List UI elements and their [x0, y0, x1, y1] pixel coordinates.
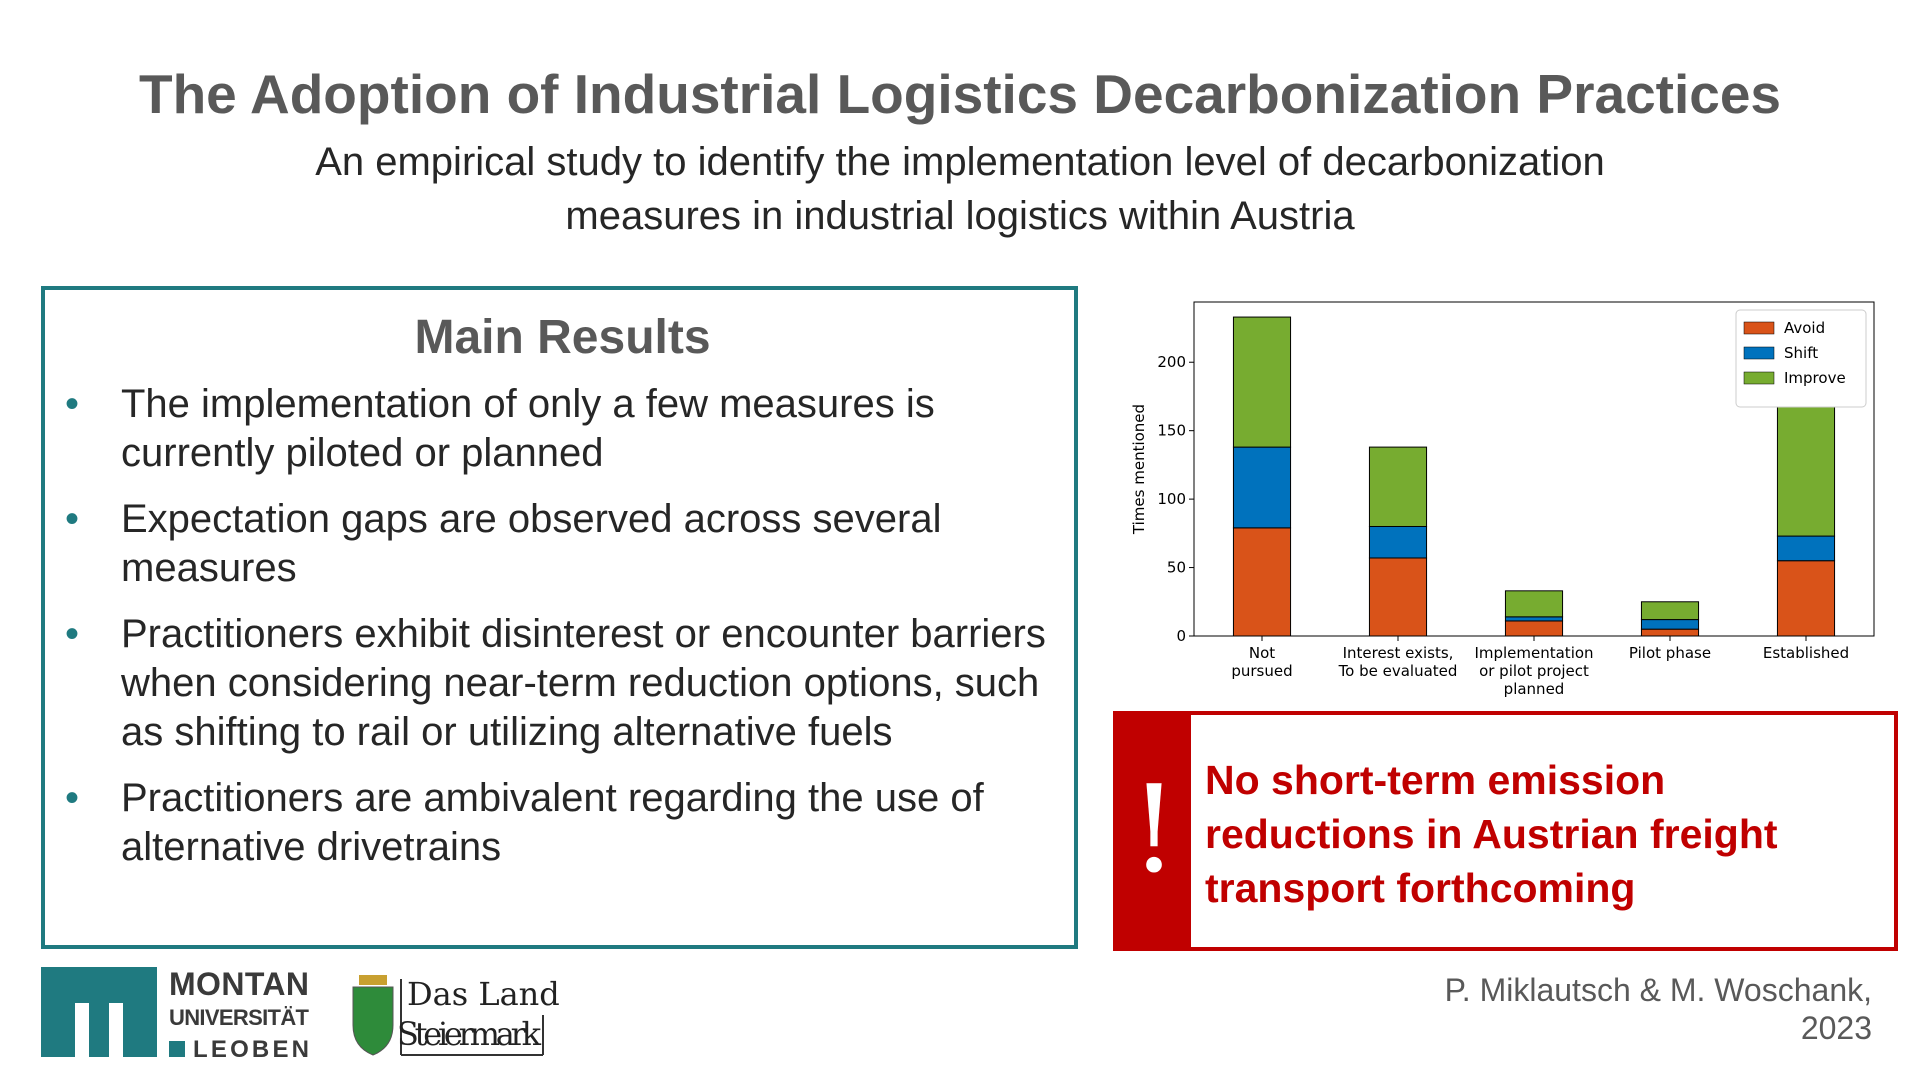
bar-segment — [1640, 601, 1700, 621]
x-tick-label: Pilot phase — [1629, 644, 1711, 662]
logo-text: LEOBEN — [193, 1036, 309, 1063]
y-tick-label: 150 — [1157, 422, 1186, 440]
bar-segment — [1504, 620, 1564, 637]
x-tick-label: planned — [1504, 680, 1565, 698]
x-tick-label: Interest exists, — [1343, 644, 1454, 662]
logos: MONTAN UNIVERSITÄT LEOBEN Das Land Steie… — [41, 966, 560, 1063]
results-heading: Main Results — [414, 311, 711, 364]
subtitle: measures in industrial logistics within … — [565, 194, 1355, 238]
logo-square — [169, 1041, 185, 1057]
legend-label: Shift — [1784, 344, 1818, 362]
x-tick-label: or pilot project — [1479, 662, 1589, 680]
bar-segment — [1504, 616, 1564, 622]
callout-text: No short-term emission — [1205, 757, 1666, 803]
warning-icon: ! — [1117, 715, 1191, 947]
bullet: Expectation gaps are observed across sev… — [45, 495, 1055, 593]
bar-segment — [1776, 395, 1836, 537]
callout: ! No short-term emission reductions in A… — [1113, 711, 1898, 951]
bar-segment — [1368, 557, 1428, 637]
bar-segment — [1640, 628, 1700, 637]
bullet: Practitioners are ambivalent regarding t… — [45, 774, 1055, 872]
x-tick-label: pursued — [1231, 662, 1292, 680]
bullet: Practitioners exhibit disinterest or enc… — [45, 610, 1055, 757]
x-tick-label: Established — [1763, 644, 1849, 662]
logo-text: MONTAN — [169, 966, 309, 1002]
authors: P. Miklautsch & M. Woschank, — [1444, 972, 1872, 1008]
results-box: Main Results The implementation of only … — [41, 286, 1078, 949]
logo-text: UNIVERSITÄT — [169, 1005, 310, 1030]
x-tick-label: To be evaluated — [1338, 662, 1458, 680]
state-crown — [359, 975, 387, 985]
y-tick-label: 50 — [1167, 559, 1186, 577]
state-shield — [352, 986, 394, 1056]
subtitle: An empirical study to identify the imple… — [315, 140, 1605, 184]
bar-segment — [1232, 316, 1292, 448]
bar-segment — [1232, 527, 1292, 637]
bar-segment — [1504, 590, 1564, 618]
bar-segment — [1368, 525, 1428, 559]
authors: 2023 — [1800, 1010, 1872, 1046]
legend-label: Avoid — [1784, 319, 1825, 337]
legend-swatch — [1743, 371, 1775, 385]
y-tick-label: 0 — [1176, 627, 1186, 645]
bar-segment — [1640, 619, 1700, 630]
x-tick-label: Not — [1249, 644, 1275, 662]
legend-swatch — [1743, 346, 1775, 360]
callout-text: reductions in Austrian freight — [1205, 811, 1778, 857]
bullet-list: The implementation of only a few measure… — [45, 380, 1055, 889]
bar-segment — [1368, 446, 1428, 527]
y-tick-label: 100 — [1157, 490, 1186, 508]
university-mark — [41, 967, 157, 1057]
bar-segment — [1776, 535, 1836, 562]
logo-text: Das Land — [407, 975, 560, 1013]
bullet: The implementation of only a few measure… — [45, 380, 1055, 478]
y-tick-label: 200 — [1157, 353, 1186, 371]
legend-label: Improve — [1784, 369, 1846, 387]
logo-text: Steiermark — [397, 1015, 542, 1053]
bar-segment — [1232, 446, 1292, 529]
bar-segment — [1776, 560, 1836, 637]
title: The Adoption of Industrial Logistics Dec… — [138, 63, 1782, 125]
y-axis-label: Times mentioned — [1130, 404, 1148, 535]
legend-swatch — [1743, 321, 1775, 335]
x-tick-label: Implementation — [1474, 644, 1593, 662]
callout-text: transport forthcoming — [1205, 865, 1636, 911]
